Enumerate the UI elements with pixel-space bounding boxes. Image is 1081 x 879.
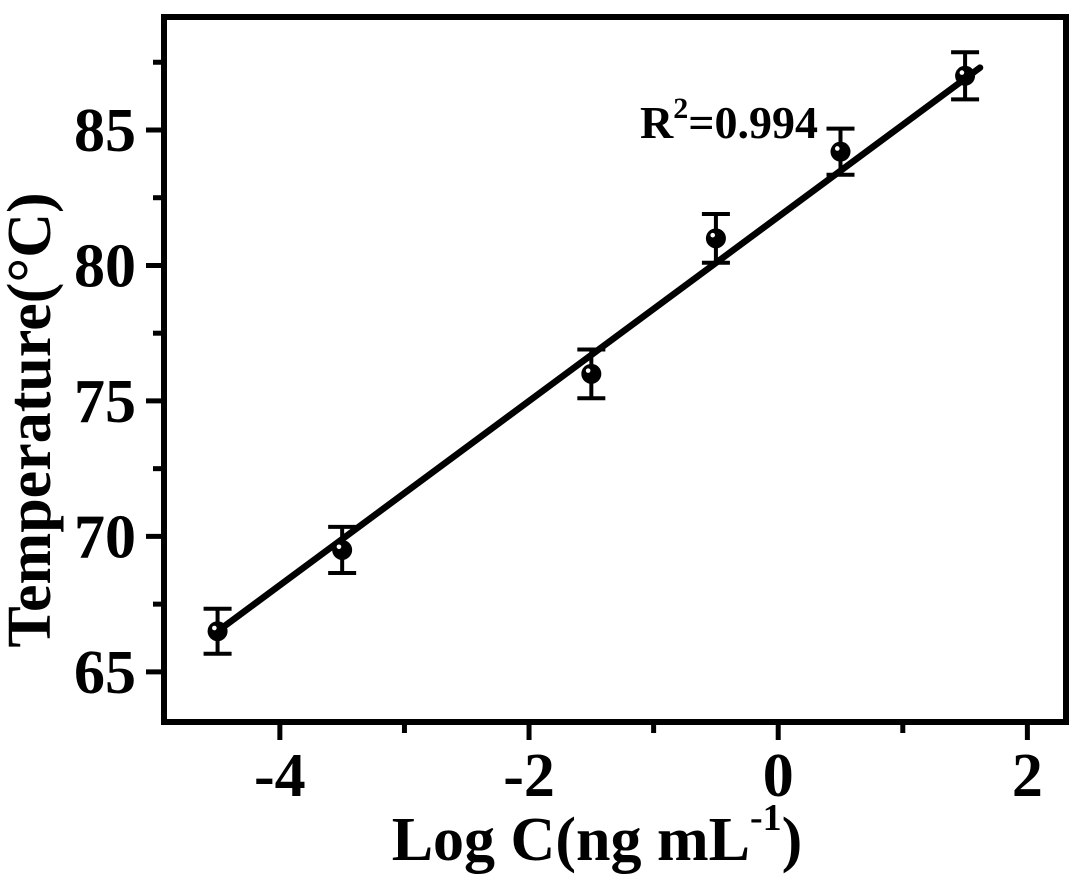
- x-title-close: ): [782, 806, 803, 874]
- y-tick-label: 75: [74, 368, 136, 436]
- x-tick-label: -2: [503, 742, 555, 810]
- marker-highlight: [212, 625, 217, 631]
- annotation-rest: =0.994: [688, 97, 818, 148]
- x-axis-tick-labels: -4 -2 0 2: [254, 742, 1043, 810]
- data-point-marker: [581, 363, 602, 384]
- y-tick-label: 80: [74, 232, 136, 300]
- data-point: [701, 211, 730, 265]
- data-point-marker: [830, 141, 851, 162]
- x-tick-label: 2: [1012, 742, 1043, 810]
- x-axis-ticks: [277, 722, 1030, 740]
- data-point: [203, 606, 232, 656]
- annotation-base: R: [640, 97, 674, 148]
- y-axis-ticks: [146, 59, 164, 675]
- marker-highlight: [336, 544, 342, 550]
- x-title-main: Log C(ng mL: [392, 806, 750, 874]
- data-point-marker: [332, 539, 353, 560]
- data-point: [328, 524, 357, 575]
- marker-highlight: [585, 368, 591, 373]
- annotation-superscript: 2: [673, 92, 688, 125]
- data-point: [826, 126, 855, 177]
- plot-frame: [161, 14, 1069, 725]
- data-point-marker: [955, 65, 976, 86]
- y-tick-label: 65: [74, 639, 136, 707]
- data-series: [203, 50, 980, 656]
- marker-highlight: [710, 232, 716, 238]
- x-tick-label: 0: [763, 742, 794, 810]
- r-squared-annotation: R2=0.994: [640, 92, 818, 148]
- marker-highlight: [959, 70, 965, 75]
- data-point-marker: [207, 621, 228, 642]
- marker-highlight: [835, 146, 840, 151]
- x-title-superscript: -1: [750, 797, 782, 839]
- y-tick-label: 70: [74, 503, 136, 571]
- y-axis-title: Temperature(°C): [0, 192, 64, 647]
- x-axis-title: Log C(ng mL-1): [392, 797, 803, 874]
- data-point: [951, 50, 980, 102]
- y-axis-tick-labels: 65 70 75 80 85: [74, 97, 136, 707]
- data-point: [577, 347, 606, 401]
- data-point-marker: [705, 228, 726, 249]
- y-tick-label: 85: [74, 97, 136, 165]
- x-tick-label: -4: [254, 742, 306, 810]
